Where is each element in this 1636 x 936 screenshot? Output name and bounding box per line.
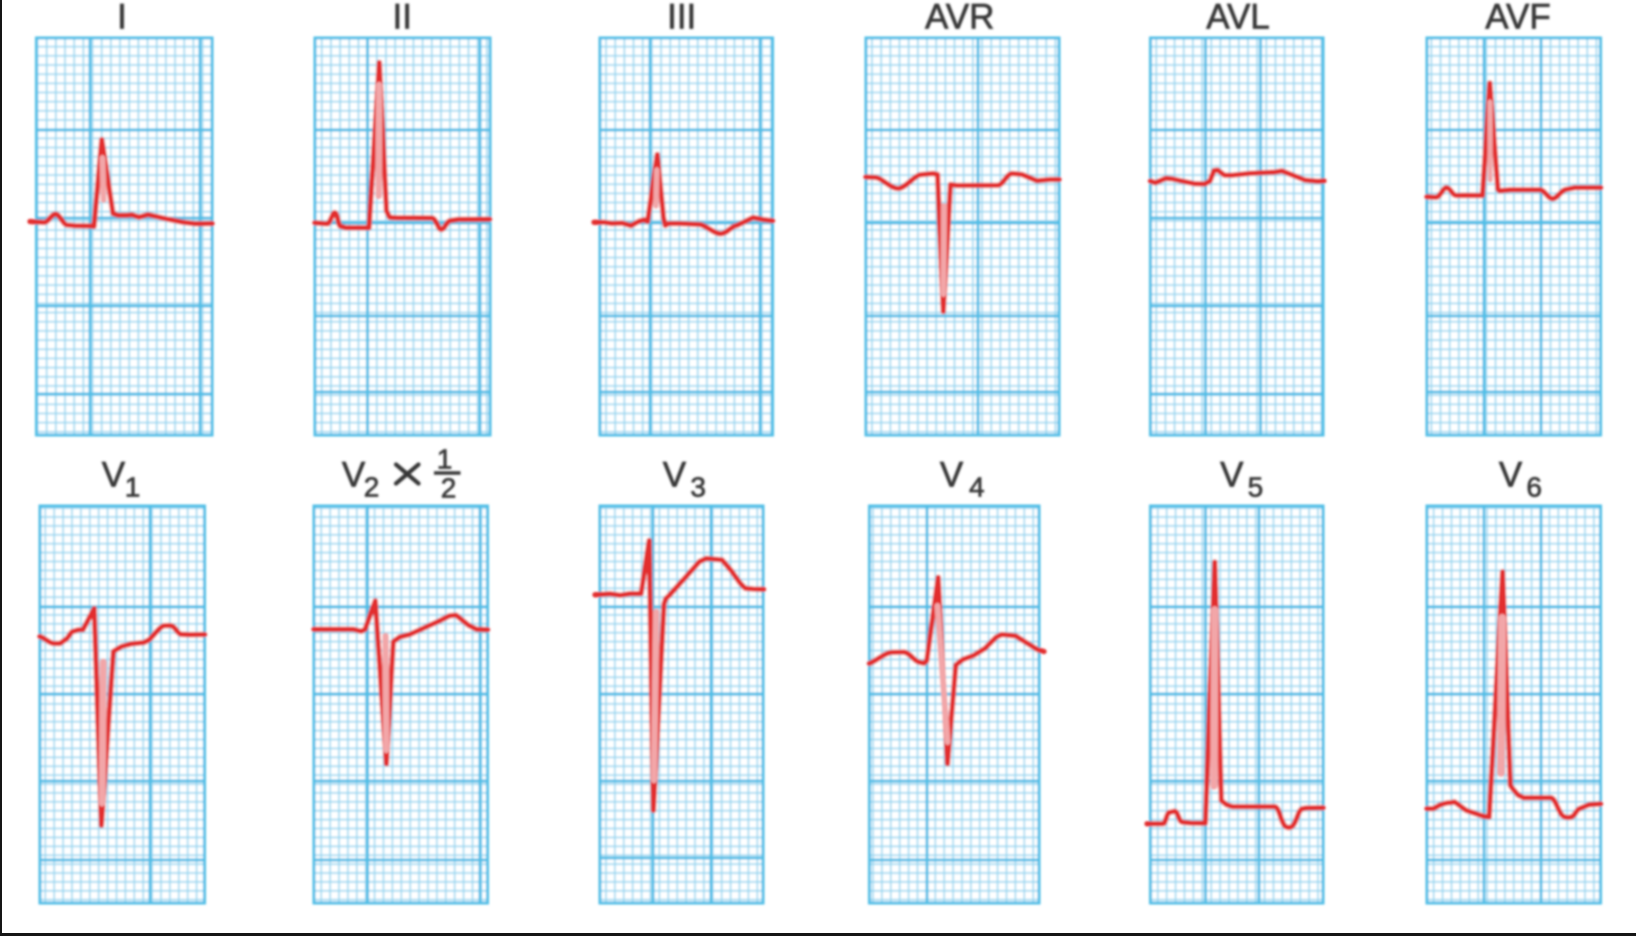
svg-text:AVR: AVR xyxy=(925,0,994,37)
svg-text:V: V xyxy=(342,456,366,495)
svg-text:V: V xyxy=(1220,456,1244,495)
svg-text:III: III xyxy=(667,0,696,37)
svg-text:AVF: AVF xyxy=(1485,0,1550,37)
svg-text:2: 2 xyxy=(441,473,457,504)
svg-text:1: 1 xyxy=(437,444,453,475)
svg-text:4: 4 xyxy=(969,472,985,503)
svg-text:3: 3 xyxy=(690,472,706,503)
svg-text:AVL: AVL xyxy=(1206,0,1270,37)
svg-text:II: II xyxy=(392,0,411,37)
svg-text:V: V xyxy=(940,456,964,495)
svg-text:6: 6 xyxy=(1526,472,1542,503)
svg-text:V: V xyxy=(102,456,126,495)
svg-text:V: V xyxy=(1499,456,1523,495)
svg-text:5: 5 xyxy=(1248,472,1264,503)
svg-text:2: 2 xyxy=(364,472,380,503)
svg-text:I: I xyxy=(117,0,127,37)
svg-text:V: V xyxy=(663,456,687,495)
svg-text:1: 1 xyxy=(125,472,141,503)
